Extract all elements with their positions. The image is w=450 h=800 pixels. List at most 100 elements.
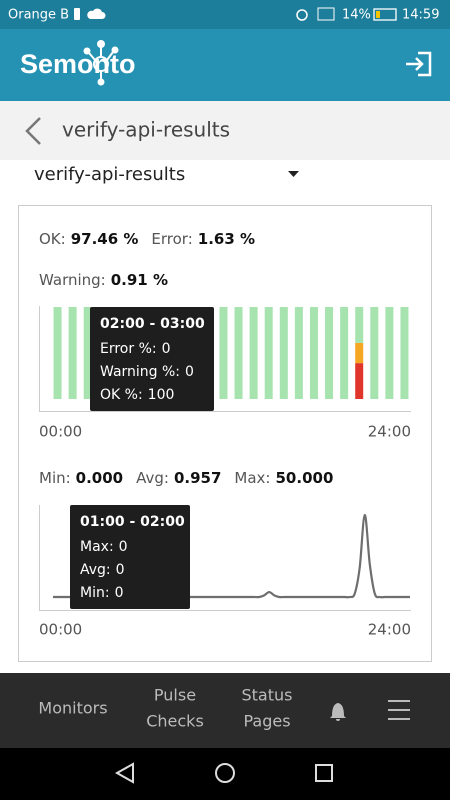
bar-segment <box>355 342 364 364</box>
tooltip-row: OK %: 100 <box>100 387 174 403</box>
monitor-selector[interactable]: verify-api-results <box>34 164 185 185</box>
bar-segment <box>385 307 394 399</box>
chart-frame <box>39 306 411 412</box>
back-button[interactable] <box>25 117 41 145</box>
chart-frame <box>39 505 411 611</box>
clock: 14:59 <box>402 8 439 23</box>
tooltip-value: 0 <box>115 585 124 601</box>
bar-segment <box>68 307 77 399</box>
stat-label: Warning: <box>39 271 106 289</box>
stat-label: Error: <box>151 230 192 248</box>
bar-segment <box>340 307 349 399</box>
sim-icon <box>74 8 80 20</box>
tooltip-label: Avg: <box>80 562 111 578</box>
signal-icon <box>317 7 335 21</box>
stat-value: 0.91 % <box>111 271 168 289</box>
stat: Avg: 0.957 <box>136 469 221 487</box>
logo: Semonto <box>20 49 136 79</box>
cloud-icon <box>87 8 106 19</box>
menu-button[interactable] <box>388 700 410 720</box>
stat: Error: 1.63 % <box>151 230 255 248</box>
bar-segment <box>355 307 364 343</box>
stat: Warning: 0.91 % <box>39 271 168 289</box>
tooltip-row: Avg: 0 <box>80 562 125 578</box>
uptime-stats: OK: 97.46 % Error: 1.63 % Warning: 0.91 % <box>39 230 255 289</box>
tooltip-label: Error %: <box>100 341 157 357</box>
tooltip-value: 0 <box>119 539 128 555</box>
tooltip-label: Max: <box>80 539 114 555</box>
stat-value: 50.000 <box>276 469 334 487</box>
tooltip-row: Error %: 0 <box>100 341 171 357</box>
nav-item[interactable]: Checks <box>146 712 204 731</box>
tooltip-title: 02:00 - 03:00 <box>100 316 205 332</box>
tooltip-value: 0 <box>162 341 171 357</box>
bar-segment <box>53 307 62 399</box>
tooltip-label: OK %: <box>100 387 143 403</box>
stat-label: Avg: <box>136 469 169 487</box>
bar-segment <box>279 307 288 399</box>
battery-percent: 14% <box>342 8 371 23</box>
x-label: 00:00 <box>39 621 82 639</box>
tooltip-row: Min: 0 <box>80 585 123 601</box>
carrier: Orange B <box>8 8 69 23</box>
tooltip-label: Warning %: <box>100 364 180 380</box>
home-key[interactable] <box>215 763 235 783</box>
logout-button[interactable] <box>406 51 432 77</box>
tooltip-value: 0 <box>185 364 194 380</box>
bar-segment <box>264 307 273 399</box>
system-nav <box>0 748 450 800</box>
alarm-icon <box>296 9 308 21</box>
battery-icon <box>373 8 397 21</box>
stat: Min: 0.000 <box>39 469 123 487</box>
tooltip <box>70 505 190 609</box>
tooltip-row: Max: 0 <box>80 539 128 555</box>
x-label: 00:00 <box>39 423 82 441</box>
tooltip-title: 01:00 - 02:00 <box>80 514 185 530</box>
nav-items: Monitors Pulse Checks Status Pages <box>38 686 292 731</box>
stat: OK: 97.46 % <box>39 230 138 248</box>
back-key[interactable] <box>114 762 134 784</box>
bar-segment <box>400 307 409 399</box>
tooltip-label: Min: <box>80 585 110 601</box>
recents-key[interactable] <box>315 764 333 782</box>
bar-segment <box>83 307 92 399</box>
bar-segment <box>309 307 318 399</box>
bottom-nav <box>0 673 450 748</box>
battery-level <box>376 11 380 18</box>
nav-item[interactable]: Status <box>242 686 293 705</box>
tooltip-row: Warning %: 0 <box>100 364 194 380</box>
tooltip <box>90 307 214 411</box>
nav-item[interactable]: Pulse <box>154 686 196 705</box>
stat-value: 1.63 % <box>198 230 255 248</box>
bar-segment <box>355 363 364 399</box>
stat-label: Max: <box>234 469 270 487</box>
bar-segment <box>219 307 228 399</box>
bar-segment <box>325 307 334 399</box>
page-title: verify-api-results <box>62 118 230 142</box>
nav-item[interactable]: Pages <box>243 712 290 731</box>
dropdown-arrow[interactable] <box>288 171 299 177</box>
stat: Max: 50.000 <box>234 469 333 487</box>
tooltip-value: 0 <box>116 562 125 578</box>
bar-segment <box>294 307 303 399</box>
response-stats: Min: 0.000 Avg: 0.957 Max: 50.000 <box>39 469 333 487</box>
notifications-button[interactable] <box>330 703 346 721</box>
bar-segment <box>370 307 379 399</box>
stat-label: OK: <box>39 230 66 248</box>
subheader <box>0 101 450 160</box>
stat-value: 0.000 <box>76 469 123 487</box>
nav-item[interactable]: Monitors <box>38 699 107 718</box>
stat-value: 0.957 <box>174 469 221 487</box>
stat-label: Min: <box>39 469 71 487</box>
stat-value: 97.46 % <box>71 230 139 248</box>
x-label: 24:00 <box>368 423 411 441</box>
bar-segment <box>234 307 243 399</box>
logo-icon <box>83 40 119 86</box>
tooltip-value: 100 <box>148 387 175 403</box>
app-header <box>0 29 450 101</box>
x-label: 24:00 <box>368 621 411 639</box>
